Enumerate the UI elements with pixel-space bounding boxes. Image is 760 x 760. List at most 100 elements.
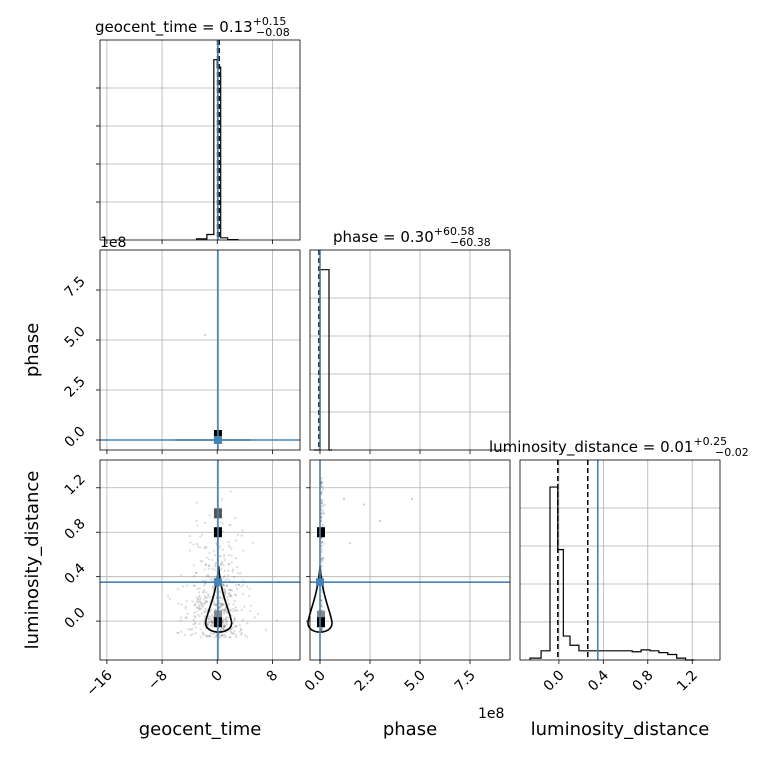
scatter-point xyxy=(195,571,198,574)
scatter-point xyxy=(198,594,201,598)
scatter-point xyxy=(218,544,222,548)
scatter-point xyxy=(223,624,226,628)
scatter-point xyxy=(205,546,208,549)
scatter-point xyxy=(230,554,233,557)
scatter-point xyxy=(234,634,237,637)
scatter-point xyxy=(221,603,224,606)
title-luminosity-distance-minus: −0.02 xyxy=(715,446,749,459)
scatter-point xyxy=(208,596,211,599)
scatter-point xyxy=(321,556,325,559)
scatter-point xyxy=(221,560,224,563)
scatter-point xyxy=(233,575,236,579)
scatter-point xyxy=(193,615,196,618)
scatter-point xyxy=(220,604,223,607)
scatter-point xyxy=(225,584,228,587)
scatter-point xyxy=(320,480,323,483)
scatter-point xyxy=(227,588,230,591)
scatter-point xyxy=(237,572,240,575)
truth-marker xyxy=(213,578,222,587)
scatter-point xyxy=(222,625,225,629)
scatter-point xyxy=(209,621,213,624)
scatter-point xyxy=(227,569,230,572)
scatter-point xyxy=(224,618,227,621)
scatter-point xyxy=(233,625,236,628)
scatter-point xyxy=(220,634,223,637)
scatter-point xyxy=(215,603,218,606)
x-tick-label-geocent_time: 8 xyxy=(264,668,282,686)
scatter-point xyxy=(198,615,201,618)
scatter-point xyxy=(320,545,323,548)
scatter-point xyxy=(219,520,222,524)
scatter-point xyxy=(232,610,235,613)
x-tick-label-phase: 5.0 xyxy=(402,668,429,695)
scatter-point xyxy=(213,554,217,557)
scatter-point xyxy=(180,630,183,633)
scatter-point xyxy=(227,593,230,596)
scatter-point xyxy=(228,602,231,605)
scatter-point xyxy=(320,481,323,484)
scatter-point xyxy=(222,582,225,586)
scatter-point xyxy=(215,590,218,594)
scatter-point xyxy=(342,497,346,500)
scatter-point xyxy=(206,623,210,626)
scatter-point xyxy=(180,616,183,619)
x-tick-label-phase: 7.5 xyxy=(452,668,479,695)
scatter-point xyxy=(218,605,221,609)
panel-frame xyxy=(519,459,721,661)
scatter-point xyxy=(264,628,267,631)
scatter-point xyxy=(192,543,195,546)
scatter-point xyxy=(222,553,226,557)
scatter-point xyxy=(321,504,324,508)
scatter-point xyxy=(188,534,191,538)
scatter-point xyxy=(221,608,224,611)
scatter-point xyxy=(207,573,210,576)
scatter-point xyxy=(219,605,222,608)
scatter-point xyxy=(320,561,323,564)
scatter-point xyxy=(208,621,211,624)
scatter-point xyxy=(208,615,211,619)
scatter-point xyxy=(215,635,218,638)
scatter-point xyxy=(230,609,233,612)
scatter-point xyxy=(194,616,197,619)
scatter-point xyxy=(240,585,243,588)
scatter-point xyxy=(231,627,234,630)
scatter-point xyxy=(229,636,232,639)
scatter-point xyxy=(230,595,233,598)
scatter-point xyxy=(213,568,216,571)
scatter-point xyxy=(223,624,226,628)
scatter-point xyxy=(224,592,227,595)
scatter-point xyxy=(242,579,245,582)
scatter-point xyxy=(223,625,226,628)
phase-offset-label-y: 1e8 xyxy=(100,235,126,251)
scatter-point xyxy=(201,633,205,636)
density-cell xyxy=(317,527,325,538)
y-tick-label-luminosity_distance: 1.2 xyxy=(62,471,89,498)
title-phase: phase = 0.30+60.58 xyxy=(333,225,475,246)
scatter-point xyxy=(222,634,225,637)
scatter-point xyxy=(222,583,225,586)
scatter-point xyxy=(222,556,226,559)
scatter-point xyxy=(238,630,241,633)
scatter-point xyxy=(188,549,191,552)
scatter-point xyxy=(227,563,230,566)
scatter-point xyxy=(214,608,217,611)
scatter-point xyxy=(222,587,226,591)
scatter-point xyxy=(195,501,198,504)
scatter-point xyxy=(222,609,225,612)
scatter-point xyxy=(213,603,217,606)
scatter-point xyxy=(223,588,226,591)
scatter-point xyxy=(208,564,211,567)
scatter-point xyxy=(222,564,225,567)
ylabel-luminosity-distance: luminosity_distance xyxy=(22,471,43,650)
scatter-point xyxy=(249,610,252,613)
scatter-point xyxy=(210,619,213,623)
scatter-point xyxy=(193,603,196,606)
scatter-point xyxy=(246,622,249,625)
scatter-point xyxy=(186,584,189,587)
scatter-point xyxy=(207,567,210,570)
scatter-point xyxy=(234,609,237,612)
scatter-point xyxy=(202,632,205,635)
scatter-point xyxy=(210,618,213,621)
scatter-point xyxy=(223,617,226,621)
scatter-point xyxy=(230,614,233,617)
